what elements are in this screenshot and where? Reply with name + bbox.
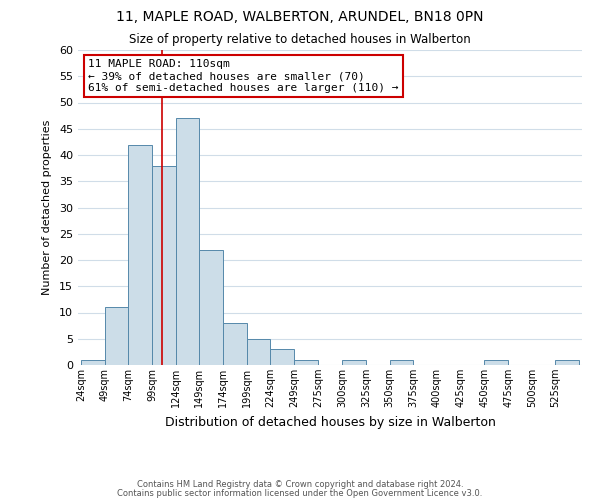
- Bar: [389, 360, 413, 365]
- Bar: [223, 323, 247, 365]
- Bar: [176, 118, 199, 365]
- Text: 11, MAPLE ROAD, WALBERTON, ARUNDEL, BN18 0PN: 11, MAPLE ROAD, WALBERTON, ARUNDEL, BN18…: [116, 10, 484, 24]
- Bar: [294, 360, 317, 365]
- Y-axis label: Number of detached properties: Number of detached properties: [42, 120, 52, 295]
- Bar: [81, 360, 104, 365]
- Bar: [271, 349, 294, 365]
- Bar: [104, 307, 128, 365]
- Bar: [484, 360, 508, 365]
- Bar: [199, 250, 223, 365]
- Bar: [343, 360, 366, 365]
- Bar: [247, 339, 271, 365]
- Text: Contains public sector information licensed under the Open Government Licence v3: Contains public sector information licen…: [118, 488, 482, 498]
- Bar: [556, 360, 579, 365]
- Text: Size of property relative to detached houses in Walberton: Size of property relative to detached ho…: [129, 32, 471, 46]
- Text: Contains HM Land Registry data © Crown copyright and database right 2024.: Contains HM Land Registry data © Crown c…: [137, 480, 463, 489]
- X-axis label: Distribution of detached houses by size in Walberton: Distribution of detached houses by size …: [164, 416, 496, 428]
- Text: 11 MAPLE ROAD: 110sqm
← 39% of detached houses are smaller (70)
61% of semi-deta: 11 MAPLE ROAD: 110sqm ← 39% of detached …: [88, 60, 398, 92]
- Bar: [152, 166, 176, 365]
- Bar: [128, 144, 152, 365]
